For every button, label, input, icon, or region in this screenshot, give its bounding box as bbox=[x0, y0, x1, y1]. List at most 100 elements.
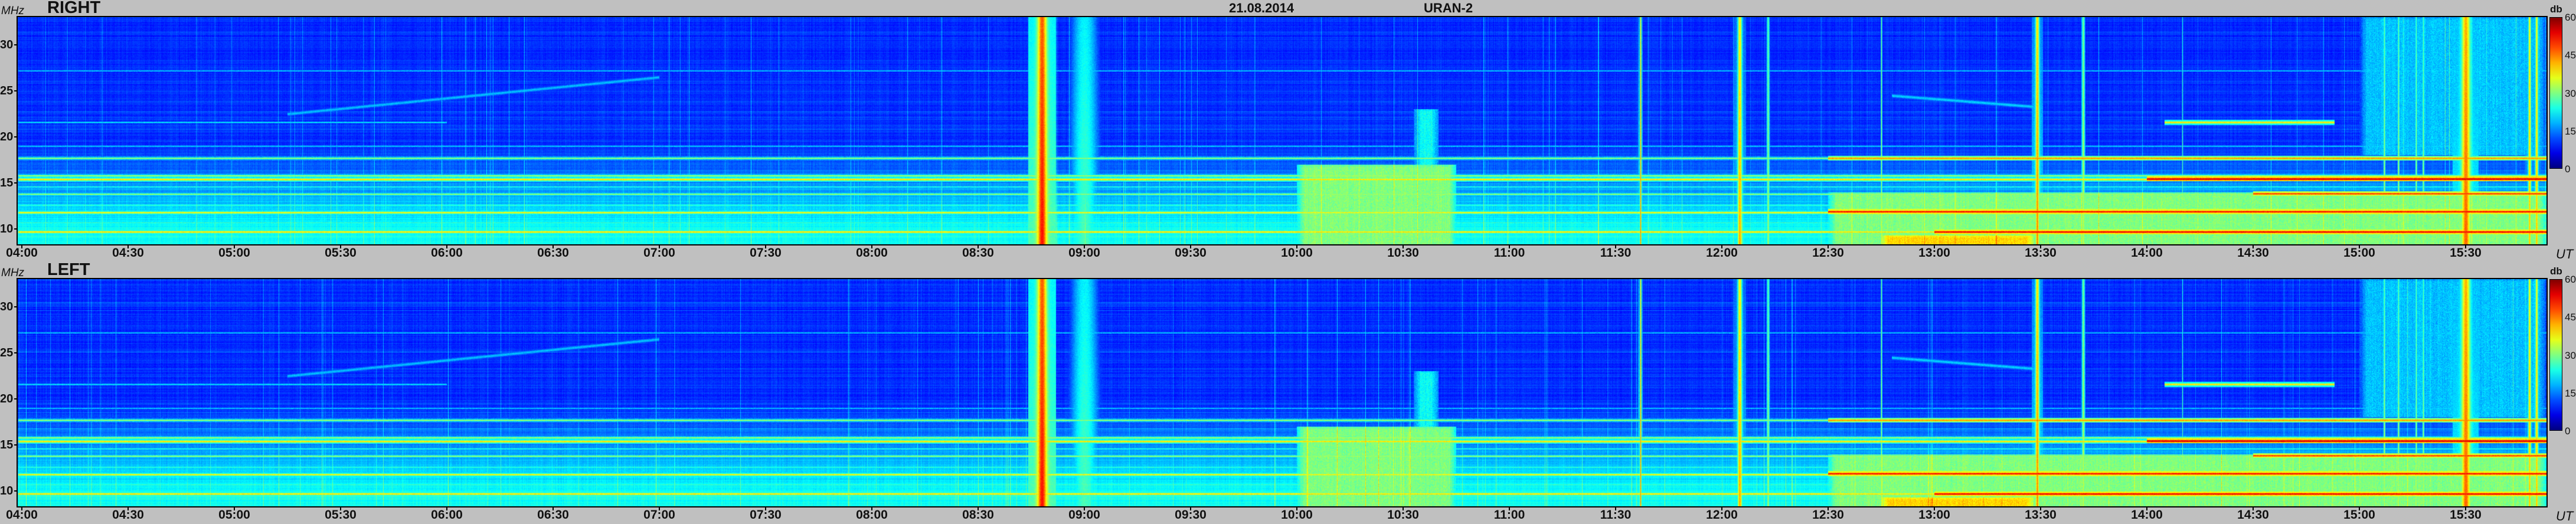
x-tick-label: 13:00 bbox=[1918, 246, 1950, 260]
y-tick-mark bbox=[14, 398, 18, 399]
x-tick-label: 08:30 bbox=[962, 246, 994, 260]
y-tick-mark bbox=[14, 306, 18, 307]
x-tick-mark bbox=[340, 244, 341, 248]
x-tick-mark bbox=[2040, 506, 2041, 510]
x-tick-mark bbox=[1403, 244, 1404, 248]
x-tick-mark bbox=[1084, 244, 1085, 248]
x-tick-mark bbox=[659, 244, 660, 248]
x-tick-label: 15:30 bbox=[2450, 508, 2482, 522]
x-tick-mark bbox=[2040, 244, 2041, 248]
colorbar-tick-label: 30 bbox=[2565, 87, 2576, 99]
x-tick-label: 04:00 bbox=[6, 508, 38, 522]
x-tick-mark bbox=[659, 506, 660, 510]
y-tick-mark bbox=[14, 182, 18, 184]
x-tick-label: 15:00 bbox=[2343, 246, 2375, 260]
x-tick-mark bbox=[1828, 244, 1829, 248]
spectrogram-plot-area bbox=[17, 278, 2548, 507]
x-axis-unit-label: UT bbox=[2556, 509, 2574, 523]
x-tick-mark bbox=[234, 506, 235, 510]
x-tick-label: 07:30 bbox=[750, 508, 782, 522]
y-axis-unit-label: MHz bbox=[1, 5, 25, 17]
x-tick-mark bbox=[128, 506, 129, 510]
x-tick-mark bbox=[2359, 244, 2360, 248]
x-tick-label: 04:30 bbox=[112, 508, 144, 522]
y-tick-label: 10 bbox=[0, 222, 14, 235]
spectrogram-panel-right: MHz RIGHT 21.08.2014 URAN-2 10 15 20 25 30 04:00 0… bbox=[0, 0, 2576, 261]
y-tick-mark bbox=[14, 44, 18, 45]
x-tick-mark bbox=[553, 506, 554, 510]
y-tick-label: 30 bbox=[0, 38, 14, 51]
x-tick-label: 05:00 bbox=[218, 508, 250, 522]
x-tick-mark bbox=[1721, 244, 1722, 248]
y-tick-mark bbox=[14, 228, 18, 230]
x-tick-label: 13:00 bbox=[1918, 508, 1950, 522]
x-tick-label: 15:30 bbox=[2450, 246, 2482, 260]
x-tick-mark bbox=[1721, 506, 1722, 510]
y-tick-label: 20 bbox=[0, 392, 14, 405]
x-tick-label: 04:30 bbox=[112, 246, 144, 260]
x-tick-label: 10:30 bbox=[1387, 508, 1419, 522]
x-tick-label: 05:30 bbox=[325, 508, 357, 522]
x-tick-mark bbox=[978, 506, 979, 510]
x-tick-label: 12:30 bbox=[1812, 246, 1844, 260]
y-tick-mark bbox=[14, 490, 18, 492]
x-tick-mark bbox=[765, 244, 766, 248]
colorbar-tick-label: 60 bbox=[2565, 274, 2576, 285]
y-tick-label: 20 bbox=[0, 130, 14, 143]
x-tick-label: 05:30 bbox=[325, 246, 357, 260]
x-tick-label: 11:30 bbox=[1600, 246, 1632, 260]
x-tick-label: 07:00 bbox=[643, 508, 675, 522]
x-axis-unit-label: UT bbox=[2556, 247, 2574, 261]
x-tick-mark bbox=[21, 506, 22, 510]
x-tick-mark bbox=[446, 506, 447, 510]
x-tick-label: 12:00 bbox=[1706, 508, 1738, 522]
x-tick-label: 14:00 bbox=[2131, 246, 2163, 260]
x-tick-mark bbox=[1828, 506, 1829, 510]
x-tick-label: 10:00 bbox=[1281, 508, 1313, 522]
colorbar-tick-label: 15 bbox=[2565, 125, 2576, 137]
x-tick-label: 13:30 bbox=[2025, 246, 2057, 260]
x-tick-mark bbox=[340, 506, 341, 510]
x-tick-mark bbox=[1190, 244, 1191, 248]
colorbar-tick-label: 15 bbox=[2565, 387, 2576, 399]
x-tick-label: 15:00 bbox=[2343, 508, 2375, 522]
x-tick-label: 06:00 bbox=[431, 508, 463, 522]
x-tick-label: 11:30 bbox=[1600, 508, 1632, 522]
x-tick-mark bbox=[446, 244, 447, 248]
x-tick-mark bbox=[1296, 506, 1297, 510]
x-tick-mark bbox=[1615, 506, 1616, 510]
x-tick-mark bbox=[2146, 506, 2147, 510]
x-tick-label: 08:00 bbox=[856, 246, 888, 260]
x-tick-label: 14:30 bbox=[2237, 508, 2269, 522]
x-tick-mark bbox=[1296, 244, 1297, 248]
x-tick-label: 12:00 bbox=[1706, 246, 1738, 260]
y-tick-label: 25 bbox=[0, 84, 14, 97]
instrument-name: URAN-2 bbox=[1424, 1, 1473, 15]
x-tick-label: 07:00 bbox=[643, 246, 675, 260]
y-tick-label: 25 bbox=[0, 346, 14, 359]
x-tick-label: 07:30 bbox=[750, 246, 782, 260]
panel-title: LEFT bbox=[47, 260, 90, 279]
x-tick-label: 09:00 bbox=[1068, 246, 1100, 260]
colorbar-tick-label: 0 bbox=[2565, 163, 2571, 175]
colorbar-tick-label: 0 bbox=[2565, 425, 2571, 437]
y-tick-mark bbox=[14, 352, 18, 353]
spectrogram-panel-left: MHz LEFT 10 15 20 25 30 04:00 04:30 05:00 05:30 06:… bbox=[0, 260, 2576, 524]
x-tick-label: 09:30 bbox=[1175, 246, 1207, 260]
colorbar-tick-label: 60 bbox=[2565, 12, 2576, 23]
colorbar bbox=[2549, 279, 2562, 431]
x-tick-mark bbox=[1403, 506, 1404, 510]
x-tick-mark bbox=[871, 244, 872, 248]
x-tick-mark bbox=[1934, 244, 1935, 248]
x-tick-mark bbox=[2253, 506, 2254, 510]
x-tick-label: 06:00 bbox=[431, 246, 463, 260]
colorbar-tick-label: 45 bbox=[2565, 312, 2576, 323]
x-tick-label: 14:00 bbox=[2131, 508, 2163, 522]
x-tick-mark bbox=[2465, 244, 2466, 248]
x-tick-label: 10:00 bbox=[1281, 246, 1313, 260]
colorbar-tick-label: 30 bbox=[2565, 349, 2576, 361]
x-tick-label: 11:00 bbox=[1493, 508, 1525, 522]
x-tick-mark bbox=[978, 244, 979, 248]
x-tick-mark bbox=[1509, 244, 1510, 248]
x-tick-mark bbox=[2465, 506, 2466, 510]
